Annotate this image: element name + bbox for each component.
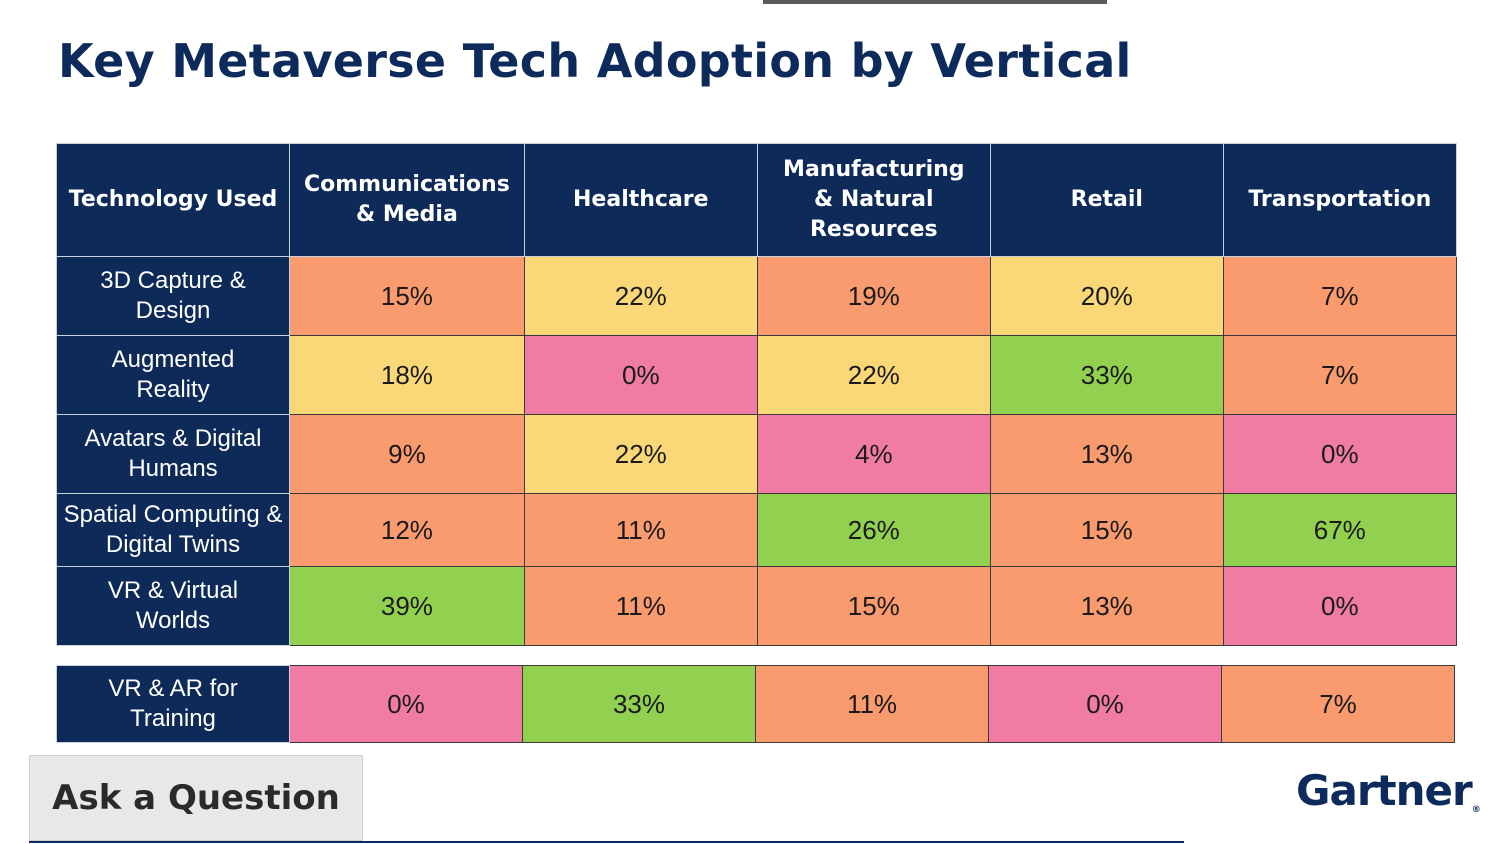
header-transportation: Transportation xyxy=(1222,143,1457,257)
table-row: Augmented Reality 18% 0% 22% 33% 7% xyxy=(56,335,1457,415)
training-table: VR & AR for Training 0% 33% 11% 0% 7% xyxy=(56,665,1455,743)
value-cell: 15% xyxy=(756,566,991,646)
value-cell: 11% xyxy=(523,493,758,567)
value-cell: 4% xyxy=(756,414,991,494)
value-cell: 0% xyxy=(523,335,758,415)
header-technology: Technology Used xyxy=(56,143,290,257)
row-label: VR & AR for Training xyxy=(56,665,290,743)
value-cell: 0% xyxy=(988,665,1222,743)
value-cell: 22% xyxy=(523,414,758,494)
value-cell: 7% xyxy=(1222,256,1457,336)
value-cell: 11% xyxy=(523,566,758,646)
value-cell: 7% xyxy=(1222,335,1457,415)
value-cell: 22% xyxy=(523,256,758,336)
table-row: 3D Capture & Design 15% 22% 19% 20% 7% xyxy=(56,256,1457,336)
header-healthcare: Healthcare xyxy=(523,143,758,257)
value-cell: 0% xyxy=(1222,566,1457,646)
registered-mark: ® xyxy=(1471,805,1481,815)
row-label: Augmented Reality xyxy=(56,335,290,415)
value-cell: 15% xyxy=(989,493,1224,567)
table-row: VR & AR for Training 0% 33% 11% 0% 7% xyxy=(56,665,1455,743)
value-cell: 19% xyxy=(756,256,991,336)
value-cell: 18% xyxy=(289,335,525,415)
row-label: 3D Capture & Design xyxy=(56,256,290,336)
header-row: Technology Used Communications & Media H… xyxy=(56,143,1457,257)
value-cell: 22% xyxy=(756,335,991,415)
ask-question-button[interactable]: Ask a Question xyxy=(29,755,363,841)
row-label: VR & Virtual Worlds xyxy=(56,566,290,646)
gartner-logo: Gartner® xyxy=(1296,766,1481,815)
top-progress-bar xyxy=(763,0,1107,4)
header-manufacturing: Manufacturing & Natural Resources xyxy=(756,143,991,257)
value-cell: 33% xyxy=(522,665,756,743)
value-cell: 13% xyxy=(989,414,1224,494)
header-retail: Retail xyxy=(989,143,1224,257)
table-row: Spatial Computing & Digital Twins 12% 11… xyxy=(56,493,1457,567)
adoption-table: Technology Used Communications & Media H… xyxy=(56,143,1457,646)
value-cell: 12% xyxy=(289,493,525,567)
brand-name: Gartner xyxy=(1296,766,1473,815)
value-cell: 26% xyxy=(756,493,991,567)
table-row: VR & Virtual Worlds 39% 11% 15% 13% 0% xyxy=(56,566,1457,646)
value-cell: 13% xyxy=(989,566,1224,646)
header-communications-media: Communications & Media xyxy=(289,143,525,257)
value-cell: 15% xyxy=(289,256,525,336)
value-cell: 9% xyxy=(289,414,525,494)
value-cell: 0% xyxy=(289,665,523,743)
value-cell: 39% xyxy=(289,566,525,646)
value-cell: 33% xyxy=(989,335,1224,415)
value-cell: 67% xyxy=(1222,493,1457,567)
bottom-divider xyxy=(29,841,1184,843)
row-label: Avatars & Digital Humans xyxy=(56,414,290,494)
value-cell: 11% xyxy=(755,665,989,743)
value-cell: 20% xyxy=(989,256,1224,336)
value-cell: 0% xyxy=(1222,414,1457,494)
slide-title: Key Metaverse Tech Adoption by Vertical xyxy=(58,34,1132,88)
row-label: Spatial Computing & Digital Twins xyxy=(56,493,290,567)
table-row: Avatars & Digital Humans 9% 22% 4% 13% 0… xyxy=(56,414,1457,494)
value-cell: 7% xyxy=(1221,665,1455,743)
